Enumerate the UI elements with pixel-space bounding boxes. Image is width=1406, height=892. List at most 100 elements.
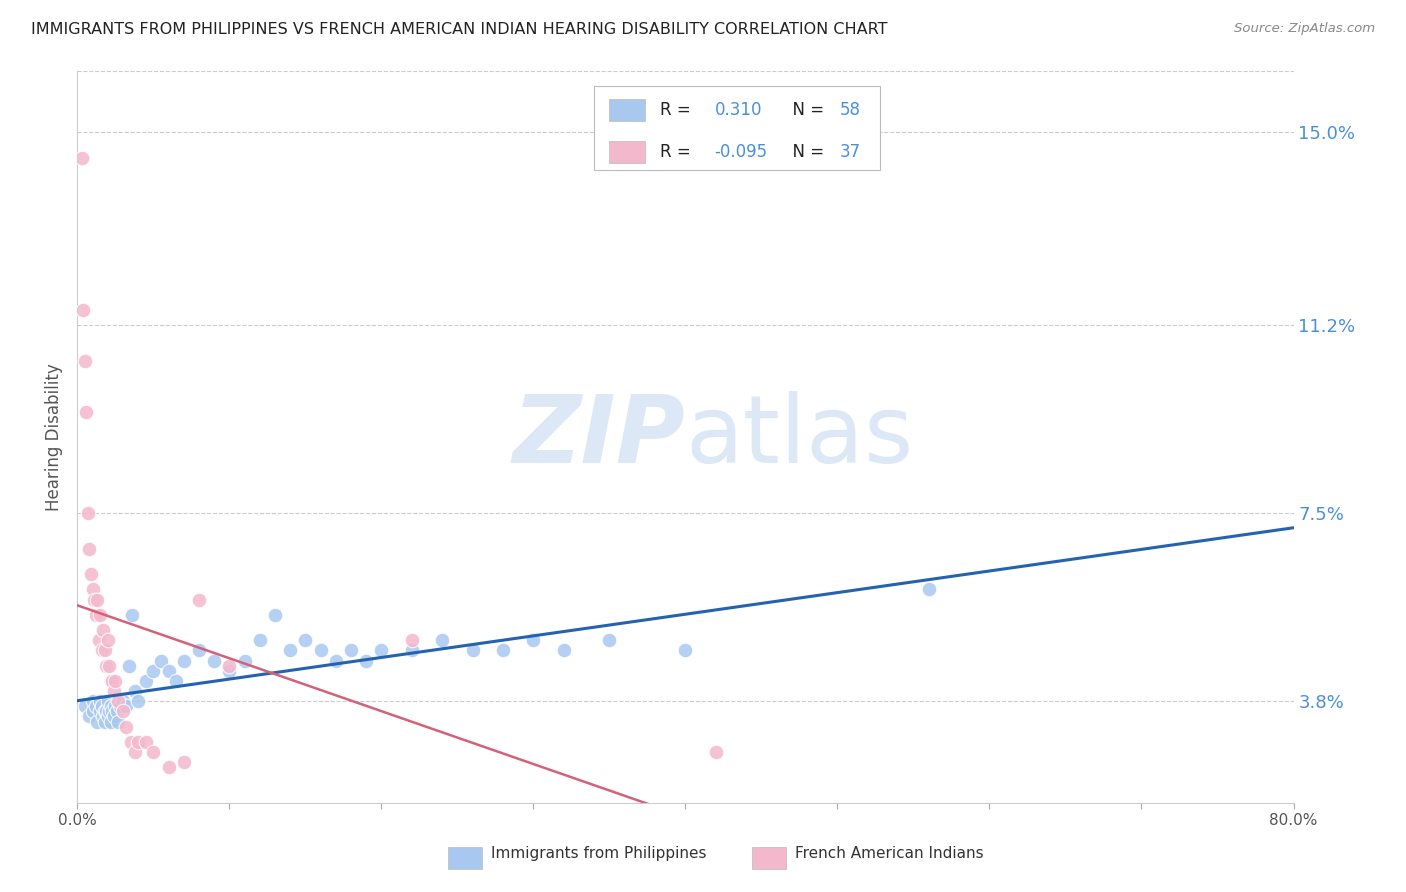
Point (135, 673, 157, 688)
Point (104, 699, 127, 714)
Point (84, 699, 107, 714)
Point (108, 699, 131, 714)
Point (89, 705, 111, 719)
Point (82, 582, 104, 597)
FancyBboxPatch shape (752, 847, 786, 869)
Point (79, 541, 101, 556)
Text: N =: N = (782, 143, 830, 161)
Point (101, 705, 124, 719)
Point (124, 745, 146, 759)
Point (309, 643, 332, 657)
Point (124, 684, 146, 698)
FancyBboxPatch shape (595, 86, 880, 170)
Point (72, 303, 94, 318)
Point (188, 592, 211, 607)
Text: Source: ZipAtlas.com: Source: ZipAtlas.com (1234, 22, 1375, 36)
FancyBboxPatch shape (609, 141, 645, 162)
Point (91, 623, 114, 637)
Point (149, 654, 172, 668)
Point (401, 643, 423, 657)
Text: -0.095: -0.095 (714, 143, 768, 161)
Point (82, 694, 104, 708)
Point (325, 654, 347, 668)
Point (157, 760, 180, 774)
Point (294, 633, 316, 648)
Point (73, 699, 96, 714)
Text: French American Indians: French American Indians (794, 846, 984, 861)
FancyBboxPatch shape (609, 99, 645, 120)
Point (340, 643, 363, 657)
FancyBboxPatch shape (449, 847, 482, 869)
Point (704, 745, 727, 759)
Point (84, 607, 107, 622)
Y-axis label: Hearing Disability: Hearing Disability (45, 363, 63, 511)
Point (111, 705, 134, 719)
Point (100, 714, 122, 729)
Text: R =: R = (659, 143, 696, 161)
Point (173, 654, 195, 668)
Point (97, 694, 120, 708)
Point (104, 673, 127, 688)
Point (157, 664, 180, 678)
Point (77, 506, 100, 520)
Point (675, 643, 697, 657)
Point (598, 633, 620, 648)
Point (70, 151, 93, 165)
Point (121, 607, 143, 622)
Point (107, 694, 129, 708)
Point (115, 699, 138, 714)
Point (249, 633, 271, 648)
Point (264, 607, 287, 622)
Point (278, 643, 301, 657)
Point (127, 735, 149, 749)
Point (93, 714, 115, 729)
Text: 0.310: 0.310 (714, 101, 762, 119)
Point (75, 405, 97, 419)
Point (96, 658, 118, 673)
Point (202, 654, 225, 668)
Point (98, 705, 121, 719)
Point (98, 658, 121, 673)
Point (90, 643, 112, 657)
Point (461, 643, 484, 657)
Point (218, 664, 240, 678)
Point (107, 714, 129, 729)
Point (91, 709, 114, 723)
Point (93, 643, 115, 657)
Text: IMMIGRANTS FROM PHILIPPINES VS FRENCH AMERICAN INDIAN HEARING DISABILITY CORRELA: IMMIGRANTS FROM PHILIPPINES VS FRENCH AM… (31, 22, 887, 37)
Text: N =: N = (782, 101, 830, 119)
Point (96, 705, 118, 719)
Point (100, 699, 122, 714)
Text: ZIP: ZIP (513, 391, 686, 483)
Point (86, 714, 108, 729)
Point (120, 735, 142, 749)
Text: R =: R = (659, 101, 696, 119)
Point (103, 709, 125, 723)
Text: 58: 58 (839, 101, 860, 119)
Point (83, 592, 105, 607)
Point (105, 705, 128, 719)
Point (142, 664, 165, 678)
Point (97, 709, 120, 723)
Point (93, 705, 115, 719)
Point (135, 735, 157, 749)
Point (115, 720, 138, 734)
Point (82, 705, 104, 719)
Point (101, 673, 124, 688)
Point (233, 654, 256, 668)
Point (430, 633, 453, 648)
Point (370, 643, 392, 657)
Point (188, 643, 211, 657)
Text: 37: 37 (839, 143, 860, 161)
Point (118, 658, 141, 673)
Point (173, 755, 195, 769)
Point (79, 709, 101, 723)
Text: atlas: atlas (686, 391, 914, 483)
Point (401, 633, 423, 648)
Point (97, 633, 120, 648)
Point (100, 673, 122, 688)
Point (218, 658, 240, 673)
Point (522, 633, 544, 648)
Point (142, 745, 165, 759)
Point (111, 694, 134, 708)
